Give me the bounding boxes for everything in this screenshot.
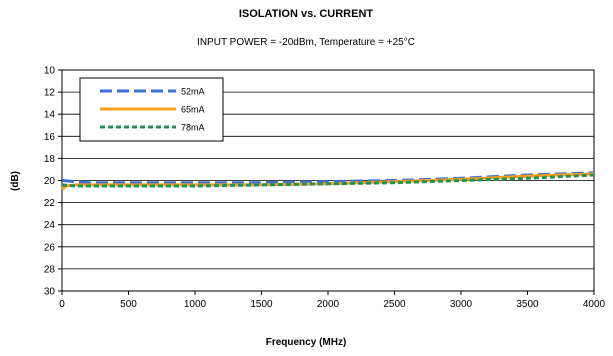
- y-axis-label: (dB): [10, 171, 21, 191]
- y-tick-label: 30: [44, 287, 56, 298]
- legend: 52mA 65mA 78mA: [79, 77, 224, 142]
- chart-subtitle: INPUT POWER = -20dBm, Temperature = +25°…: [197, 37, 415, 48]
- y-tick-label: 24: [44, 220, 56, 231]
- chart-title: ISOLATION vs. CURRENT: [239, 8, 374, 20]
- x-tick-label: 2000: [317, 299, 340, 310]
- x-tick-label: 2500: [383, 299, 406, 310]
- x-axis-ticks: 0 500 1000 1500 2000 2500 3000 3500 4000: [59, 291, 606, 310]
- series-lines: [61, 171, 595, 191]
- x-tick-label: 500: [120, 299, 137, 310]
- y-tick-label: 22: [44, 198, 56, 209]
- legend-label-65mA: 65mA: [181, 105, 205, 115]
- x-tick-label: 3000: [450, 299, 473, 310]
- y-tick-label: 10: [44, 66, 56, 77]
- x-tick-label: 1500: [250, 299, 273, 310]
- y-tick-label: 16: [44, 132, 56, 143]
- x-tick-label: 1000: [184, 299, 207, 310]
- series-line-52mA: [61, 171, 595, 185]
- x-tick-label: 0: [59, 299, 65, 310]
- y-tick-label: 12: [44, 88, 56, 99]
- y-tick-label: 28: [44, 264, 56, 275]
- x-tick-label: 4000: [583, 299, 606, 310]
- legend-label-78mA: 78mA: [181, 123, 205, 133]
- y-axis-ticks: 10 12 14 16 18 20 22 24 26 28 30: [44, 66, 62, 298]
- legend-label-52mA: 52mA: [181, 87, 205, 97]
- y-tick-label: 20: [44, 176, 56, 187]
- y-tick-label: 18: [44, 154, 56, 165]
- x-tick-label: 3500: [516, 299, 539, 310]
- y-tick-label: 26: [44, 242, 56, 253]
- x-axis-label: Frequency (MHz): [266, 337, 347, 348]
- y-tick-label: 14: [44, 110, 56, 121]
